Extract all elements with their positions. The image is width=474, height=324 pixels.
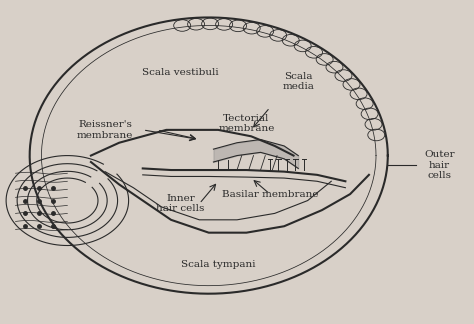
Text: Outer
hair
cells: Outer hair cells <box>424 150 455 180</box>
Text: Reissner's
membrane: Reissner's membrane <box>77 120 133 140</box>
Text: Scala tympani: Scala tympani <box>181 260 255 269</box>
Text: Tectorial
membrane: Tectorial membrane <box>218 114 274 133</box>
Text: Scala
media: Scala media <box>283 72 314 91</box>
Text: Basilar membrane: Basilar membrane <box>222 190 318 199</box>
Text: Inner
hair cells: Inner hair cells <box>156 194 205 214</box>
Text: Scala vestibuli: Scala vestibuli <box>142 68 219 76</box>
